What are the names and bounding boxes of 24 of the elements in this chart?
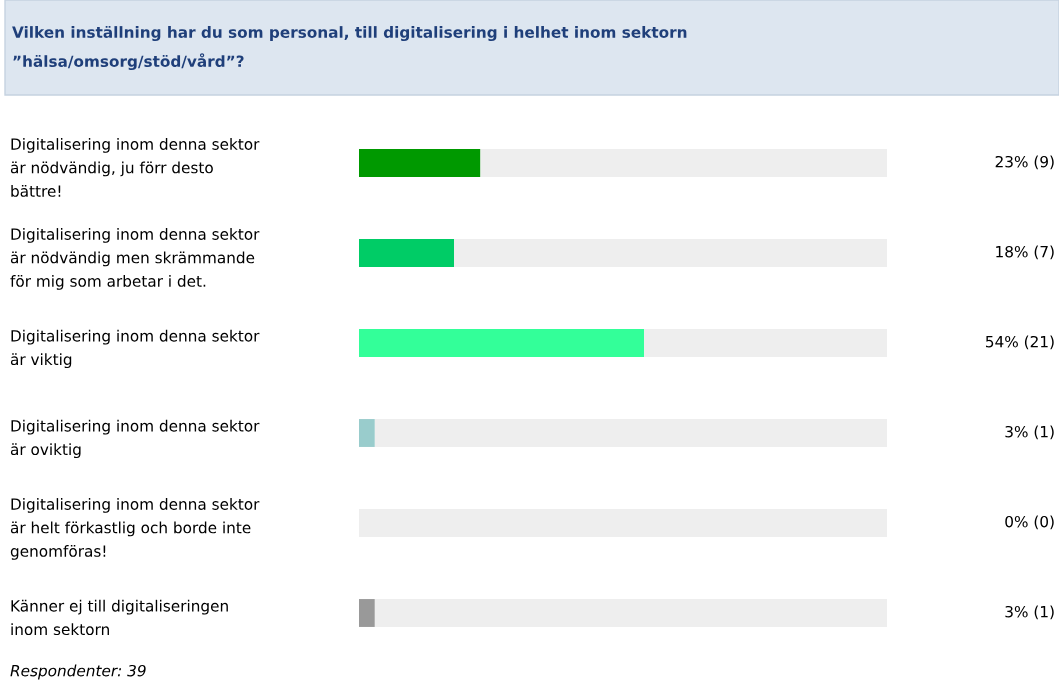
data-label: 3% (1) bbox=[1005, 425, 1054, 440]
bar bbox=[644, 329, 887, 357]
text: Respondenter: 39 bbox=[10, 664, 146, 680]
bar bbox=[480, 149, 887, 177]
data-label: 0% (0) bbox=[1005, 515, 1054, 530]
y-tick-label: Digitalisering inom denna sektor är nödvändig men skrämmande för mig som arbetar i det. bbox=[10, 228, 260, 290]
bar bbox=[359, 599, 375, 627]
y-tick-label: Digitalisering inom denna sektor är nödvändig, ju förr desto bättre! bbox=[10, 138, 260, 197]
data-label: 23% (9) bbox=[995, 155, 1054, 170]
data-label: 18% (7) bbox=[996, 245, 1054, 260]
y-tick-label: Digitalisering inom denna sektor är viktig bbox=[10, 329, 260, 369]
y-tick-label: Digitalisering inom denna sektor är oviktig bbox=[10, 419, 260, 459]
chart-title: Vilken inställning har du som personal, till digitalisering i helhet inom sektorn ”hälsa/omsorg/stöd/vård”? bbox=[12, 25, 687, 71]
bar bbox=[359, 419, 375, 447]
bar bbox=[359, 239, 455, 267]
data-label: 54% (21) bbox=[986, 335, 1054, 350]
bar bbox=[374, 599, 887, 627]
bar bbox=[359, 149, 481, 177]
data-label: 3% (1) bbox=[1005, 605, 1054, 620]
bar bbox=[374, 419, 887, 447]
y-tick-label: Känner ej till digitaliseringen inom sektorn bbox=[11, 599, 228, 636]
y-tick-label: Digitalisering inom denna sektor är helt förkastlig och borde inte genomföras! bbox=[10, 498, 260, 560]
bar bbox=[454, 239, 887, 267]
bar bbox=[359, 329, 645, 357]
